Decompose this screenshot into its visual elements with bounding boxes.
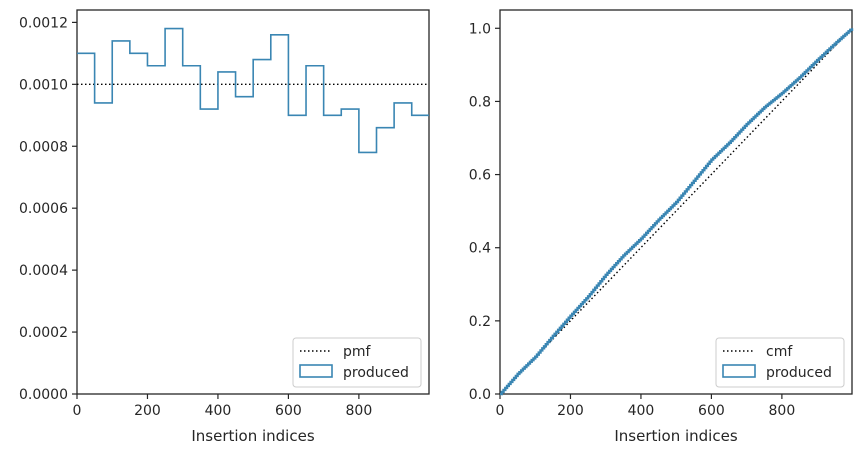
right-y-tick-label: 0.0 bbox=[469, 387, 491, 403]
right-legend: cmf produced bbox=[715, 337, 845, 388]
right-x-tick-label: 0 bbox=[496, 403, 505, 419]
right-y-tick-label: 1.0 bbox=[469, 21, 491, 37]
right-x-tick-label: 600 bbox=[698, 403, 725, 419]
left-axes-frame bbox=[76, 9, 430, 395]
left-legend-produced-label: produced bbox=[343, 365, 409, 381]
left-y-tick-label: 0.0012 bbox=[19, 15, 68, 31]
right-legend-produced-swatch bbox=[722, 364, 756, 378]
left-y-tick-label: 0.0006 bbox=[19, 201, 68, 217]
right-y-tick-label: 0.8 bbox=[469, 94, 491, 110]
left-legend-pmf-label: pmf bbox=[343, 344, 372, 360]
left-y-tick-label: 0.0000 bbox=[19, 387, 68, 403]
right-legend-produced-label: produced bbox=[766, 365, 832, 381]
left-x-tick-label: 800 bbox=[346, 403, 373, 419]
left-y-ticks: 0.0000 0.0002 0.0004 0.0006 0.0008 0.0010 0.00… bbox=[19, 15, 77, 403]
left-legend: pmf produced bbox=[292, 337, 422, 388]
right-x-tick-label: 800 bbox=[769, 403, 796, 419]
right-x-tick-label: 400 bbox=[628, 403, 655, 419]
right-cmf-line bbox=[499, 27, 853, 395]
right-x-ticks: 0 200 400 600 800 bbox=[496, 394, 796, 419]
left-x-ticks: 0 200 400 600 800 bbox=[73, 394, 373, 419]
left-legend-box bbox=[292, 337, 422, 388]
right-legend-cmf-label: cmf bbox=[766, 344, 793, 360]
right-axes-frame bbox=[499, 9, 853, 395]
left-x-tick-label: 200 bbox=[134, 403, 161, 419]
right-y-tick-label: 0.4 bbox=[469, 241, 491, 257]
right-y-tick-label: 0.6 bbox=[469, 168, 491, 184]
left-legend-produced-swatch bbox=[299, 364, 333, 378]
right-x-tick-label: 200 bbox=[557, 403, 584, 419]
left-x-tick-label: 400 bbox=[205, 403, 232, 419]
left-y-tick-label: 0.0004 bbox=[19, 263, 68, 279]
left-x-axis-label: Insertion indices bbox=[191, 427, 314, 445]
right-produced-step bbox=[500, 28, 854, 396]
right-y-ticks: 0.0 0.2 0.4 0.6 0.8 1.0 bbox=[469, 21, 500, 403]
left-y-tick-label: 0.0010 bbox=[19, 77, 68, 93]
right-y-tick-label: 0.2 bbox=[469, 314, 491, 330]
left-y-tick-label: 0.0002 bbox=[19, 325, 68, 341]
left-produced-step bbox=[77, 27, 429, 154]
left-x-tick-label: 0 bbox=[73, 403, 82, 419]
left-chart: 0 200 400 600 800 0.00000.00020.00040.00060.… bbox=[19, 9, 430, 445]
left-y-tick-label: 0.0008 bbox=[19, 139, 68, 155]
right-chart: 0 200 400 600 800 0.0 0.2 0.4 0.6 0.8 1.0 Inserti… bbox=[469, 9, 854, 445]
right-legend-box bbox=[715, 337, 845, 388]
right-x-axis-label: Insertion indices bbox=[614, 427, 737, 445]
left-x-tick-label: 600 bbox=[275, 403, 302, 419]
